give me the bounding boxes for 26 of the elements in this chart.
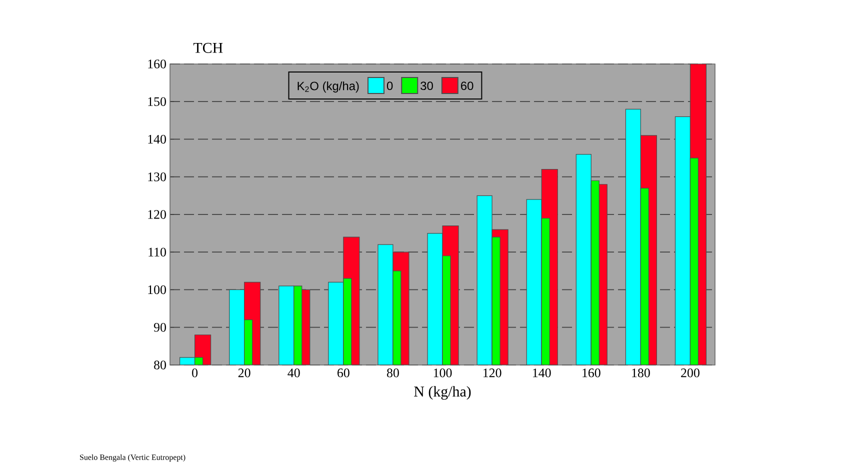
y-tick-label: 140 [148,134,166,144]
y-tick-label: 80 [154,360,166,370]
x-tick-label: 160 [582,368,600,378]
legend-label: 60 [461,82,474,90]
legend-label: 0 [386,82,393,90]
y-axis-title: TCH [193,42,223,53]
legend-label: 30 [420,82,433,90]
y-tick-label: 160 [148,60,166,68]
y-tick-label: 130 [148,172,166,182]
x-axis-title: N (kg/ha) [414,386,471,400]
x-tick-label: 120 [483,368,502,378]
x-tick-label: 0 [192,368,198,378]
legend-title: K$_{2}$O (kg/ha) [298,81,359,93]
y-tick-label: 110 [148,248,166,256]
y-tick-label: 150 [148,97,166,106]
x-tick-label: 80 [386,368,399,378]
x-tick-label: 60 [338,368,350,378]
y-tick-label: 120 [148,210,166,219]
x-tick-label: 180 [632,368,650,378]
y-tick-label: 90 [154,322,166,332]
x-tick-label: 40 [288,368,300,378]
x-tick-label: 20 [238,368,250,378]
x-tick-label: 200 [681,368,700,378]
x-tick-label: 100 [434,368,452,378]
x-tick-label: 140 [533,368,551,378]
y-tick-label: 100 [148,285,166,294]
